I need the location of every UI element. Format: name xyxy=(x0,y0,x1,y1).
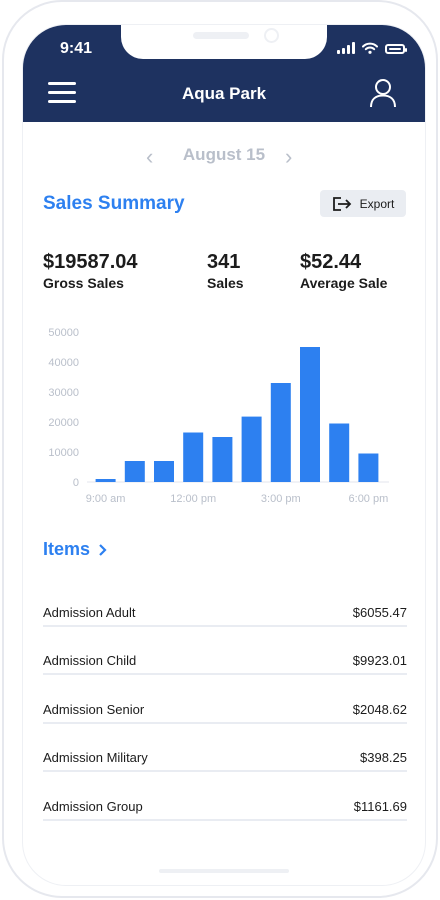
export-label: Export xyxy=(359,196,395,211)
page-title: Aqua Park xyxy=(181,84,267,103)
battery-icon xyxy=(385,44,407,54)
stat-label: Gross Sales xyxy=(43,275,124,291)
item-amount: $2048.62 xyxy=(352,701,407,717)
stat-label: Average Sale xyxy=(300,275,388,291)
y-tick-label: 40000 xyxy=(48,357,79,369)
sales-summary-title: Sales Summary xyxy=(43,193,185,214)
item-amount: $398.25 xyxy=(360,750,407,765)
y-tick-label: 30000 xyxy=(48,387,79,399)
item-amount: $9923.01 xyxy=(352,653,407,668)
x-tick-label: 3:00 pm xyxy=(261,493,301,505)
chart-bar[interactable] xyxy=(241,416,262,482)
chart-bar[interactable] xyxy=(212,437,233,482)
item-row[interactable]: Admission Adult $6055.47 xyxy=(43,578,407,627)
stat-average-sale: $52.44 Average Sale xyxy=(300,250,387,292)
export-button[interactable]: Export xyxy=(320,190,406,217)
hamburger-icon xyxy=(48,82,76,85)
camera-icon xyxy=(264,28,279,43)
speaker-icon xyxy=(193,32,249,39)
x-tick-label: 9:00 am xyxy=(86,493,126,505)
item-name: Admission Adult xyxy=(43,604,136,620)
stat-gross-sales: $19587.04 Gross Sales xyxy=(43,250,138,292)
y-tick-label: 10000 xyxy=(48,447,79,459)
signal-icon xyxy=(337,42,355,54)
status-time: 9:41 xyxy=(60,40,93,57)
user-icon[interactable] xyxy=(369,78,397,108)
chart-bar[interactable] xyxy=(95,479,116,482)
chart-bar[interactable] xyxy=(270,383,291,482)
wifi-icon xyxy=(362,42,378,54)
app-screen: 9:41 Aqua Park xyxy=(22,24,426,886)
stat-value: $52.44 xyxy=(300,251,362,273)
chart-bar[interactable] xyxy=(300,347,320,482)
item-row[interactable]: Admission Child $9923.01 xyxy=(43,627,407,675)
chart-bar[interactable] xyxy=(329,423,350,483)
items-title: Items xyxy=(43,539,91,559)
item-row[interactable]: Admission Group $1161.69 xyxy=(43,772,407,821)
item-name: Admission Senior xyxy=(43,701,145,717)
stat-value: 341 xyxy=(207,251,241,273)
item-row[interactable]: Admission Military $398.25 xyxy=(43,724,407,772)
item-name: Admission Child xyxy=(43,653,137,668)
chart-bar[interactable] xyxy=(124,461,145,482)
stat-sales-count: 341 Sales xyxy=(207,250,244,292)
date-navigator: ‹ August 15 › xyxy=(23,143,425,171)
chart-bar[interactable] xyxy=(154,461,174,482)
item-row[interactable]: Admission Senior $2048.62 xyxy=(43,675,407,724)
y-tick-label: 0 xyxy=(73,477,79,489)
stat-value: $19587.04 xyxy=(43,251,138,273)
menu-button[interactable] xyxy=(48,82,76,104)
current-date: August 15 xyxy=(182,145,266,164)
item-name: Admission Military xyxy=(43,750,148,765)
x-tick-label: 6:00 pm xyxy=(349,493,389,505)
item-amount: $1161.69 xyxy=(353,798,407,814)
app-header: 9:41 Aqua Park xyxy=(23,25,425,122)
chart-bar[interactable] xyxy=(183,432,204,483)
item-amount: $6055.47 xyxy=(352,604,407,620)
previous-date-button[interactable]: ‹ xyxy=(146,144,154,169)
export-icon xyxy=(332,196,351,211)
chart-bar[interactable] xyxy=(358,453,379,483)
status-icons xyxy=(337,42,407,54)
stat-label: Sales xyxy=(207,275,244,291)
sales-bar-chart: 0 10000 20000 30000 40000 50000 9:00 am 12:00 p… xyxy=(48,327,389,505)
item-name: Admission Group xyxy=(43,798,143,814)
items-list: Admission Adult $6055.47 Admission Child $9… xyxy=(43,578,407,821)
x-tick-label: 12:00 pm xyxy=(170,493,216,505)
items-link[interactable]: Items xyxy=(43,539,108,560)
home-indicator xyxy=(159,869,289,873)
chevron-right-icon xyxy=(99,543,107,556)
y-tick-label: 20000 xyxy=(48,417,79,429)
device-notch xyxy=(121,25,327,59)
y-tick-label: 50000 xyxy=(48,327,79,339)
next-date-button[interactable]: › xyxy=(285,144,293,169)
